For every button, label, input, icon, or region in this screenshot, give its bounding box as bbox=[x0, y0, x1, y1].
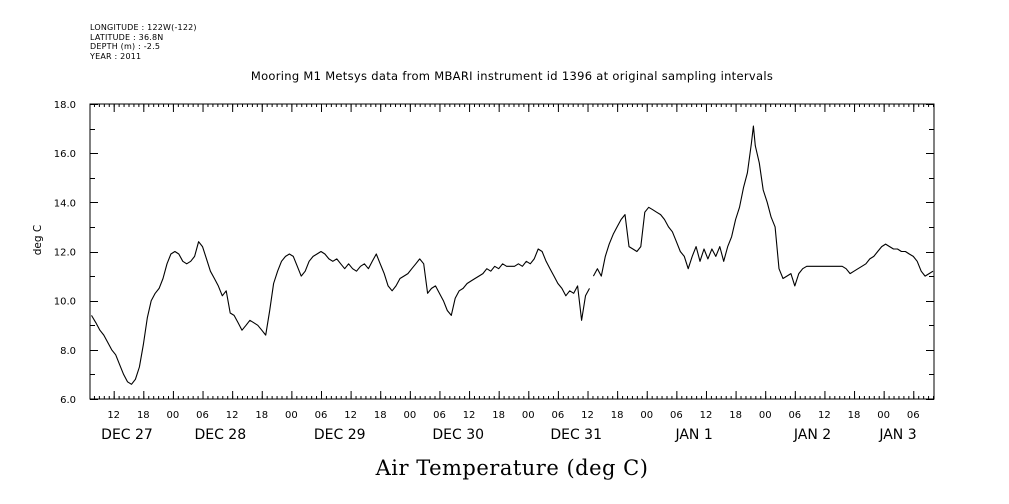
plot-axes: 12 18 00 06 12 18 00 06 12 18 00 06 12 18 00 06 12 18 00 06… bbox=[54, 100, 935, 443]
x-tick-label: 06 bbox=[907, 410, 920, 421]
x-tick-label: 12 bbox=[581, 410, 594, 421]
x-tick-label: 12 bbox=[700, 410, 713, 421]
x-day-label: DEC 27 bbox=[101, 427, 153, 443]
x-tick-label: 00 bbox=[403, 410, 416, 421]
y-tick-label: 14.0 bbox=[54, 198, 76, 209]
x-tick-label: 00 bbox=[640, 410, 653, 421]
meta-year: YEAR : 2011 bbox=[90, 51, 142, 61]
y-tick-label: 8.0 bbox=[60, 346, 76, 357]
meta-depth: DEPTH (m) : -2.5 bbox=[90, 42, 161, 51]
x-tick-label: 06 bbox=[433, 410, 446, 421]
x-day-label: JAN 3 bbox=[878, 427, 916, 443]
y-tick-label: 6.0 bbox=[60, 395, 76, 406]
x-tick-label: 06 bbox=[670, 410, 683, 421]
x-tick-label: 18 bbox=[255, 410, 268, 421]
x-axis-label: Air Temperature (deg C) bbox=[375, 456, 649, 480]
x-tick-label: 12 bbox=[226, 410, 239, 421]
x-day-label: DEC 28 bbox=[194, 427, 246, 443]
y-axis-label: deg C bbox=[32, 225, 44, 255]
y-tick-label: 12.0 bbox=[54, 248, 76, 259]
x-tick-label: 06 bbox=[315, 410, 328, 421]
series-line bbox=[592, 125, 934, 287]
series-line bbox=[91, 241, 590, 385]
x-tick-label: 12 bbox=[344, 410, 357, 421]
x-tick-label: 00 bbox=[522, 410, 535, 421]
x-tick-label: 18 bbox=[848, 410, 861, 421]
y-tick-label: 18.0 bbox=[54, 100, 76, 111]
meta-latitude: LATITUDE : 36.8N bbox=[90, 32, 164, 42]
y-tick-label: 10.0 bbox=[54, 297, 76, 308]
x-tick-label: 12 bbox=[463, 410, 476, 421]
plot-frame bbox=[89, 103, 935, 400]
x-tick-label: 18 bbox=[374, 410, 387, 421]
x-day-label: DEC 30 bbox=[432, 427, 484, 443]
x-tick-label: 06 bbox=[788, 410, 801, 421]
x-day-label: DEC 29 bbox=[314, 427, 366, 443]
x-tick-label: 06 bbox=[196, 410, 209, 421]
metadata-block: LONGITUDE : 122W(-122) LATITUDE : 36.8N … bbox=[90, 23, 197, 61]
x-tick-label: 18 bbox=[611, 410, 624, 421]
x-tick-label: 18 bbox=[492, 410, 505, 421]
x-day-label: DEC 31 bbox=[550, 427, 602, 443]
x-tick-label: 12 bbox=[818, 410, 831, 421]
x-tick-label: 12 bbox=[107, 410, 120, 421]
x-day-label: JAN 2 bbox=[793, 427, 831, 443]
x-tick-label: 06 bbox=[552, 410, 565, 421]
x-tick-label: 18 bbox=[137, 410, 150, 421]
meta-longitude: LONGITUDE : 122W(-122) bbox=[90, 23, 197, 32]
series-layer bbox=[91, 125, 934, 385]
x-day-label: JAN 1 bbox=[674, 427, 712, 443]
x-tick-label: 00 bbox=[285, 410, 298, 421]
chart-title: Mooring M1 Metsys data from MBARI instru… bbox=[251, 69, 773, 83]
x-tick-label: 00 bbox=[759, 410, 772, 421]
x-tick-label: 18 bbox=[729, 410, 742, 421]
x-tick-label: 00 bbox=[167, 410, 180, 421]
y-tick-label: 16.0 bbox=[54, 149, 76, 160]
x-tick-label: 00 bbox=[877, 410, 890, 421]
